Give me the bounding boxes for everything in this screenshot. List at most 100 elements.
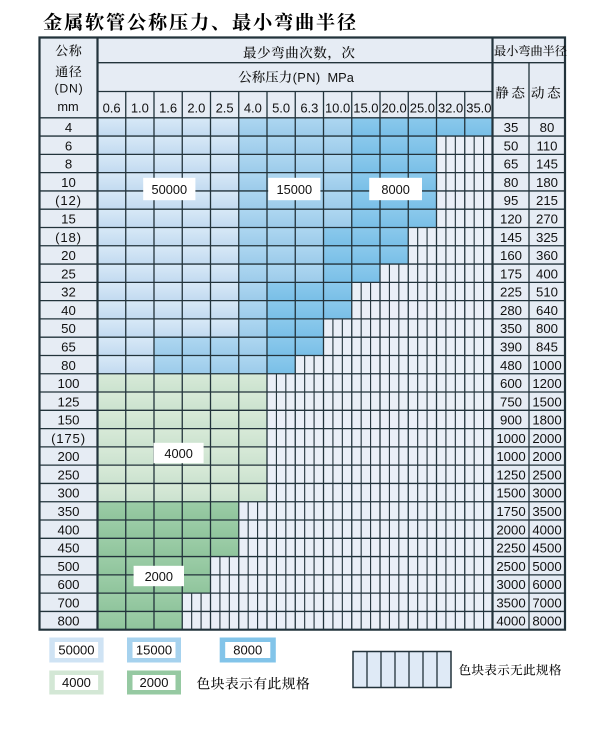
svg-text:800: 800 (57, 614, 79, 629)
svg-text:(DN): (DN) (55, 81, 84, 95)
svg-text:3500: 3500 (532, 504, 561, 519)
svg-text:MPa: MPa (328, 70, 355, 85)
svg-text:125: 125 (57, 394, 79, 409)
svg-text:600: 600 (57, 577, 79, 592)
svg-text:1500: 1500 (532, 394, 561, 409)
svg-text:mm: mm (57, 99, 78, 114)
svg-text:1250: 1250 (496, 467, 525, 482)
svg-text:4500: 4500 (532, 541, 561, 556)
svg-text:(18): (18) (55, 230, 82, 245)
svg-text:15000: 15000 (277, 182, 313, 197)
svg-text:50000: 50000 (58, 643, 94, 658)
svg-text:215: 215 (536, 193, 558, 208)
svg-text:600: 600 (500, 376, 522, 391)
svg-text:32: 32 (61, 285, 76, 300)
svg-text:225: 225 (500, 285, 522, 300)
svg-text:1000: 1000 (532, 358, 561, 373)
svg-text:400: 400 (536, 266, 558, 281)
svg-text:40: 40 (61, 303, 76, 318)
svg-text:5000: 5000 (532, 559, 561, 574)
svg-text:3000: 3000 (496, 577, 525, 592)
svg-text:300: 300 (57, 486, 79, 501)
svg-text:1000: 1000 (496, 431, 525, 446)
svg-text:160: 160 (500, 248, 522, 263)
svg-text:10: 10 (61, 175, 76, 190)
svg-text:750: 750 (500, 394, 522, 409)
svg-text:800: 800 (536, 321, 558, 336)
svg-text:25.0: 25.0 (410, 100, 435, 115)
svg-text:(PN): (PN) (293, 70, 321, 85)
svg-text:2000: 2000 (496, 522, 525, 537)
svg-text:1500: 1500 (496, 486, 525, 501)
svg-text:35.0: 35.0 (466, 100, 491, 115)
svg-text:280: 280 (500, 303, 522, 318)
svg-text:500: 500 (57, 559, 79, 574)
svg-text:3500: 3500 (496, 595, 525, 610)
svg-text:510: 510 (536, 285, 558, 300)
svg-text:2.0: 2.0 (187, 100, 205, 115)
svg-text:32.0: 32.0 (438, 100, 463, 115)
svg-text:4000: 4000 (164, 446, 192, 461)
svg-text:900: 900 (500, 413, 522, 428)
svg-text:8: 8 (65, 157, 72, 172)
svg-text:350: 350 (57, 504, 79, 519)
svg-text:65: 65 (504, 157, 519, 172)
svg-text:2000: 2000 (140, 675, 169, 690)
svg-text:35: 35 (504, 120, 519, 135)
svg-text:2500: 2500 (532, 467, 561, 482)
svg-text:120: 120 (500, 212, 522, 227)
svg-text:480: 480 (500, 358, 522, 373)
svg-text:250: 250 (57, 467, 79, 482)
svg-text:0.6: 0.6 (103, 100, 121, 115)
svg-text:7000: 7000 (532, 595, 561, 610)
svg-text:2000: 2000 (532, 431, 561, 446)
svg-text:8000: 8000 (233, 643, 262, 658)
svg-text:350: 350 (500, 321, 522, 336)
svg-text:20.0: 20.0 (381, 100, 406, 115)
svg-text:1800: 1800 (532, 413, 561, 428)
svg-text:6000: 6000 (532, 577, 561, 592)
svg-text:180: 180 (536, 175, 558, 190)
svg-text:15: 15 (61, 212, 76, 227)
svg-text:200: 200 (57, 449, 79, 464)
svg-text:2000: 2000 (145, 569, 173, 584)
svg-text:8000: 8000 (381, 182, 409, 197)
svg-text:2000: 2000 (532, 449, 561, 464)
svg-text:145: 145 (500, 230, 522, 245)
svg-text:700: 700 (57, 595, 79, 610)
svg-text:100: 100 (57, 376, 79, 391)
svg-text:1750: 1750 (496, 504, 525, 519)
svg-text:845: 845 (536, 339, 558, 354)
svg-text:4000: 4000 (532, 522, 561, 537)
svg-text:80: 80 (61, 358, 76, 373)
svg-text:110: 110 (536, 138, 557, 153)
svg-text:6: 6 (65, 138, 72, 153)
svg-text:2500: 2500 (496, 559, 525, 574)
svg-text:1000: 1000 (496, 449, 525, 464)
svg-text:65: 65 (61, 339, 76, 354)
svg-text:95: 95 (504, 193, 519, 208)
svg-text:15000: 15000 (136, 643, 172, 658)
svg-text:4.0: 4.0 (244, 100, 262, 115)
svg-text:50000: 50000 (152, 182, 188, 197)
svg-text:4: 4 (65, 120, 72, 135)
svg-text:390: 390 (500, 339, 522, 354)
svg-text:360: 360 (536, 248, 558, 263)
svg-text:80: 80 (504, 175, 519, 190)
svg-text:450: 450 (57, 541, 79, 556)
svg-text:640: 640 (536, 303, 558, 318)
svg-text:80: 80 (540, 120, 555, 135)
svg-text:10.0: 10.0 (325, 100, 350, 115)
svg-text:3000: 3000 (532, 486, 561, 501)
svg-text:270: 270 (536, 212, 558, 227)
svg-text:2250: 2250 (496, 541, 525, 556)
svg-text:4000: 4000 (62, 675, 91, 690)
svg-text:20: 20 (61, 248, 76, 263)
svg-text:(12): (12) (55, 193, 82, 208)
svg-text:5.0: 5.0 (272, 100, 290, 115)
svg-text:25: 25 (61, 266, 76, 281)
svg-text:325: 325 (536, 230, 558, 245)
svg-text:2.5: 2.5 (216, 100, 234, 115)
svg-text:1.0: 1.0 (131, 100, 149, 115)
svg-text:150: 150 (57, 413, 79, 428)
